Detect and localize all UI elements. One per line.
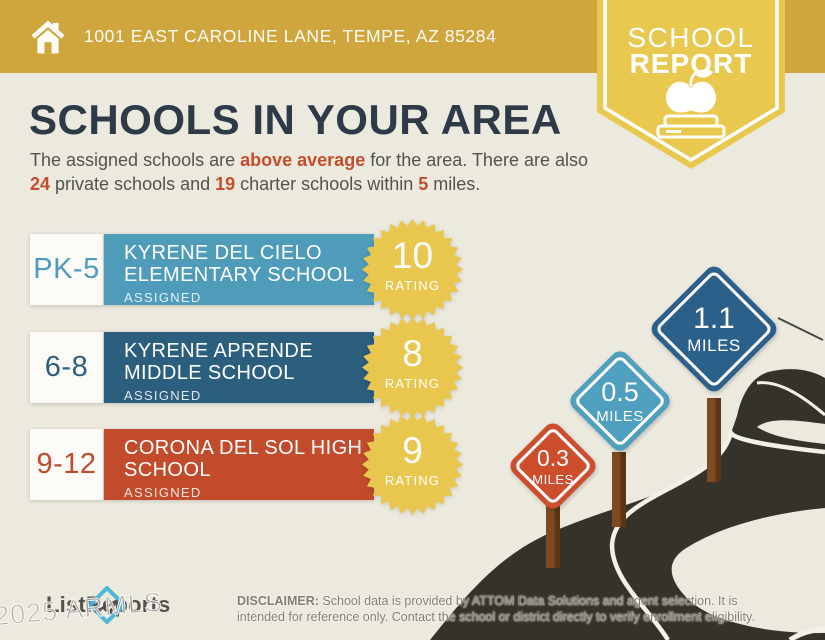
- sign-distance: 1.1: [693, 302, 735, 335]
- rating-label: RATING: [384, 278, 441, 293]
- ribbon-shape: [597, 0, 785, 169]
- rating-badge: 9 RATING: [361, 413, 464, 516]
- school-name-line2: ELEMENTARY SCHOOL: [124, 264, 355, 287]
- rating-badge: 10 RATING: [361, 218, 464, 321]
- rating-value: 9: [402, 430, 423, 471]
- distance-sign-0-3-miles: 0.3 MILES: [506, 419, 600, 513]
- school-row-elementary: PK-5 KYRENE DEL CIELO ELEMENTARY SCHOOL A…: [30, 218, 464, 321]
- sign-post-far: [707, 398, 721, 482]
- armls-watermark-icon: [88, 586, 126, 624]
- school-name-line1: CORONA DEL SOL HIGH: [124, 437, 363, 459]
- highlight-above-average: above average: [240, 150, 366, 170]
- starburst-icon: [361, 218, 464, 321]
- grade-range: 6-8: [30, 332, 103, 403]
- sign-post-mid: [612, 452, 626, 527]
- school-row-high: 9-12 CORONA DEL SOL HIGH SCHOOL ASSIGNED …: [30, 413, 464, 516]
- road-centerline: [609, 427, 825, 640]
- disclaimer-text: DISCLAIMER: School data is provided by A…: [237, 594, 755, 625]
- school-report-ribbon: SCHOOL REPORT: [597, 0, 785, 175]
- rating-label: RATING: [384, 376, 441, 391]
- sign-unit: MILES: [596, 408, 644, 425]
- school-bar: CORONA DEL SOL HIGH SCHOOL ASSIGNED: [104, 429, 374, 500]
- horizon-line: [777, 317, 824, 341]
- school-name-line1: KYRENE DEL CIELO: [124, 242, 322, 264]
- apple-books-icon: [656, 69, 726, 139]
- grade-range: 9-12: [30, 429, 103, 500]
- intro-text: The assigned schools are above average f…: [30, 150, 588, 195]
- distance-sign-0-5-miles: 0.5 MILES: [566, 347, 674, 455]
- school-name-line2: SCHOOL: [124, 459, 211, 482]
- starburst-icon: [361, 316, 464, 419]
- ribbon-line1: SCHOOL: [627, 22, 755, 53]
- sign-distance: 0.3: [537, 445, 569, 471]
- rating-value: 10: [391, 235, 434, 276]
- sign-unit: MILES: [532, 472, 574, 487]
- sign-distance: 0.5: [601, 377, 639, 407]
- school-bar: KYRENE APRENDE MIDDLE SCHOOL ASSIGNED: [104, 332, 374, 403]
- property-address: 1001 EAST CAROLINE LANE, TEMPE, AZ 85284: [84, 26, 497, 46]
- ribbon-line2: REPORT: [629, 48, 753, 79]
- private-school-count: 24: [30, 174, 51, 195]
- charter-school-count: 19: [215, 174, 236, 195]
- assignment-status: ASSIGNED: [124, 289, 202, 305]
- rating-label: RATING: [384, 473, 441, 488]
- grade-range: PK-5: [30, 234, 103, 305]
- distance-sign-1-1-miles: 1.1 MILES: [647, 262, 781, 396]
- assignment-status: ASSIGNED: [124, 387, 202, 403]
- sign-post-near: [546, 505, 560, 568]
- sign-unit: MILES: [687, 336, 741, 355]
- school-name-line1: KYRENE APRENDE: [124, 340, 313, 362]
- radius-miles: 5: [418, 174, 429, 195]
- assignment-status: ASSIGNED: [124, 484, 202, 500]
- page-title: SCHOOLS IN YOUR AREA: [29, 96, 562, 143]
- school-bar: KYRENE DEL CIELO ELEMENTARY SCHOOL ASSIGN…: [104, 234, 374, 305]
- rating-value: 8: [402, 333, 423, 374]
- rating-badge: 8 RATING: [361, 316, 464, 419]
- starburst-icon: [361, 413, 464, 516]
- school-name-line2: MIDDLE SCHOOL: [124, 362, 295, 385]
- school-row-middle: 6-8 KYRENE APRENDE MIDDLE SCHOOL ASSIGNED…: [30, 316, 464, 419]
- house-icon: [31, 20, 65, 53]
